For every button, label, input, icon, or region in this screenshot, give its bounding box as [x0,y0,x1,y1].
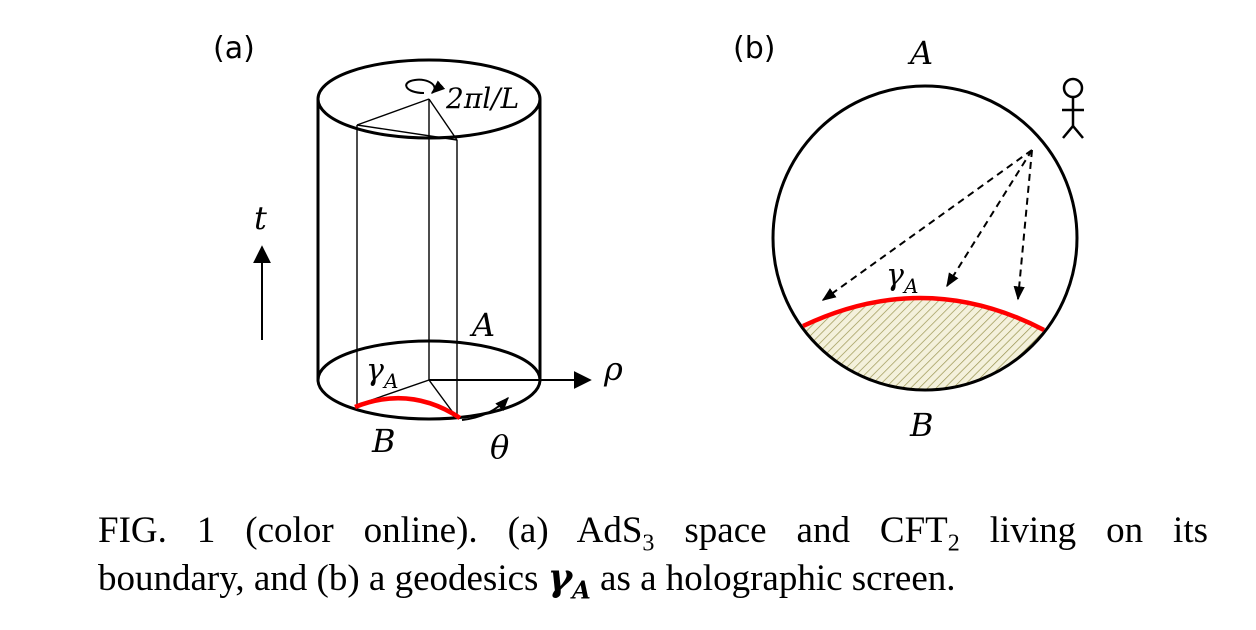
caption-line2-suffix: as a holographic screen. [590,558,956,599]
figure-caption: FIG. 1 (color online). (a) AdS3 space an… [98,508,1208,602]
figure-canvas: (a) 2πl/L t ρ [213,31,1084,466]
caption-line-1: FIG. 1 (color online). (a) AdS3 space an… [98,508,1208,557]
caption-gamma-base: γ [547,555,573,599]
caption-line1-prefix: FIG. 1 (color online). (a) AdS [98,510,643,551]
caption-line-2: boundary, and (b) a geodesics γA as a ho… [98,554,1208,602]
caption-gamma-symbol: γA [547,555,591,602]
region-b-label-b: B [909,406,934,444]
observer-sight-lines [821,149,1033,301]
caption-cft-sub: 2 [947,530,960,557]
region-a-label: A [469,306,495,344]
time-axis-label: t [254,199,267,237]
rotation-arrow-icon [405,78,446,94]
angle-arrow-icon [461,396,509,421]
panel-a-label: (a) [213,31,255,66]
panel-b: (b) A B γA [733,31,1084,444]
region-a-label-b: A [907,34,933,72]
geodesic-label-b: γA [886,258,918,298]
region-b-label: B [371,422,396,460]
geodesic-label-a: γA [366,353,398,393]
sight-line-middle [946,149,1033,288]
caption-line2-prefix: boundary, and (b) a geodesics [98,558,548,599]
caption-line1-suffix: living on its [959,510,1208,551]
geodesic-label-a-base: γ [366,353,384,388]
geodesic-curve-a [354,396,462,420]
caption-ads-sub: 3 [642,530,655,557]
bulk-region-b [773,297,1077,390]
caption-gamma-sub: A [572,575,591,605]
sight-line-left [821,149,1033,301]
panel-a: (a) 2πl/L t ρ [213,31,623,466]
boundary-circle [771,84,1079,392]
rotation-label: 2πl/L [445,82,519,115]
geodesic-curve-b [802,295,1046,332]
caption-line1-mid: space and CFT [654,510,948,551]
sight-line-right [1013,149,1033,301]
radial-axis-label: ρ [603,350,623,388]
geodesic-label-a-sub: A [382,369,398,393]
angle-label: θ [490,428,509,466]
geodesic-label-b-base: γ [886,258,904,293]
geodesic-label-b-sub: A [902,274,918,298]
panel-b-label: (b) [733,31,775,66]
stick-figure-icon [1062,77,1084,139]
